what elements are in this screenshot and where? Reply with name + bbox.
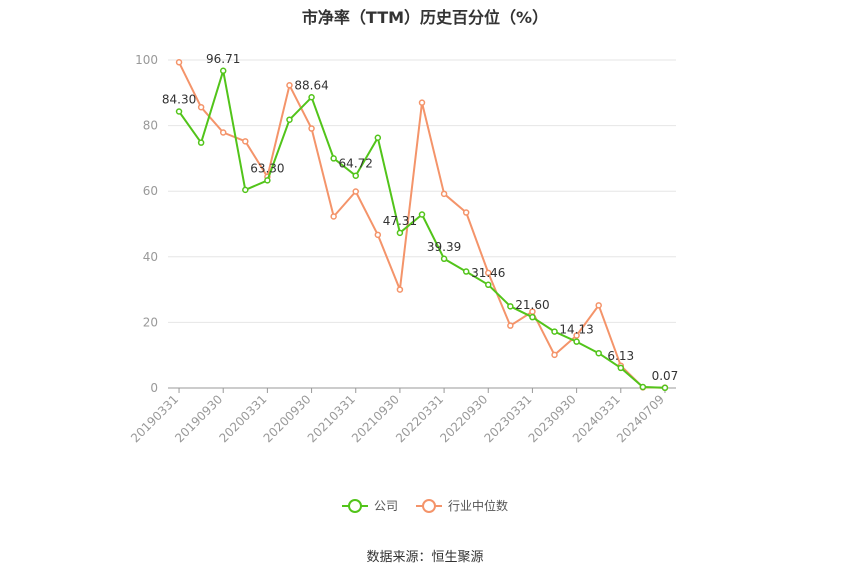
data-point-1 <box>219 129 227 136</box>
legend-swatch-company <box>341 498 368 513</box>
data-point-0 <box>661 384 669 392</box>
data-point-0 <box>551 328 558 335</box>
data-point-1 <box>308 125 315 132</box>
data-point-0 <box>573 338 580 345</box>
data-point-1 <box>286 82 293 89</box>
legend-label-company: 公司 <box>373 499 398 513</box>
legend-label-industry-median: 行业中位数 <box>448 499 509 513</box>
series-lines <box>175 59 669 392</box>
series-line-1 <box>178 61 666 389</box>
source-note: 数据来源：恒生聚源 <box>366 550 484 565</box>
data-point-1 <box>507 322 514 329</box>
data-point-0 <box>595 349 602 357</box>
data-point-0 <box>308 94 315 101</box>
data-label: 6.13 <box>607 349 634 363</box>
data-point-1 <box>352 188 359 195</box>
data-point-1 <box>396 286 404 293</box>
data-point-1 <box>440 190 448 198</box>
data-point-0 <box>264 177 271 184</box>
data-label: 31.46 <box>471 266 505 280</box>
y-tick-label: 40 <box>143 250 158 264</box>
y-tick-label: 80 <box>143 119 158 133</box>
y-tick-label: 60 <box>143 184 158 198</box>
data-point-0 <box>639 383 647 391</box>
data-point-1 <box>551 351 558 359</box>
data-point-0 <box>175 108 183 115</box>
legend: 公司 行业中位数 <box>0 497 850 514</box>
data-point-1 <box>330 213 337 220</box>
data-label: 96.71 <box>206 52 240 66</box>
data-point-0 <box>418 211 426 218</box>
y-tick-label: 0 <box>150 381 158 395</box>
data-label: 14.13 <box>559 323 593 337</box>
data-point-0 <box>485 281 492 289</box>
grid-lines <box>168 59 676 323</box>
data-point-0 <box>462 268 470 275</box>
data-point-1 <box>242 138 249 145</box>
data-point-1 <box>595 302 602 309</box>
data-point-0 <box>374 134 382 141</box>
data-point-1 <box>573 332 580 339</box>
legend-item-company[interactable]: 公司 <box>341 497 398 514</box>
data-point-1 <box>418 99 426 106</box>
data-point-0 <box>286 116 293 123</box>
data-labels: 84.30 96.71 63.30 88.64 64.72 47.31 39.39 31.46… <box>162 52 678 383</box>
data-point-0 <box>617 364 625 372</box>
chart-title: 市净率（TTM）历史百分位（%） <box>301 8 549 27</box>
data-point-1 <box>197 103 205 111</box>
data-point-0 <box>396 229 404 237</box>
data-label: 47.31 <box>383 214 417 228</box>
data-point-1 <box>485 269 492 277</box>
data-point-0 <box>219 67 227 75</box>
y-tick-label: 20 <box>143 315 158 329</box>
data-point-1 <box>462 209 470 216</box>
data-point-1 <box>175 59 183 66</box>
x-tick-label: 20240709 <box>614 392 667 445</box>
data-label: 64.72 <box>339 157 373 171</box>
data-point-0 <box>197 139 205 146</box>
series-line-0 <box>178 69 666 389</box>
data-label: 39.39 <box>427 240 461 254</box>
data-label: 63.30 <box>250 161 284 175</box>
legend-item-industry-median[interactable]: 行业中位数 <box>416 497 508 514</box>
data-point-0 <box>330 155 337 162</box>
data-label: 0.07 <box>652 369 679 383</box>
data-point-0 <box>242 186 249 194</box>
data-point-0 <box>507 303 514 310</box>
data-point-0 <box>440 255 448 263</box>
data-label: 84.30 <box>162 92 196 106</box>
data-point-0 <box>529 313 536 321</box>
data-label: 21.60 <box>515 298 549 312</box>
data-point-1 <box>374 231 382 239</box>
y-tick-label: 100 <box>135 53 158 67</box>
data-label: 88.64 <box>294 78 328 92</box>
legend-swatch-industry-median <box>416 498 442 513</box>
data-point-0 <box>352 172 359 179</box>
